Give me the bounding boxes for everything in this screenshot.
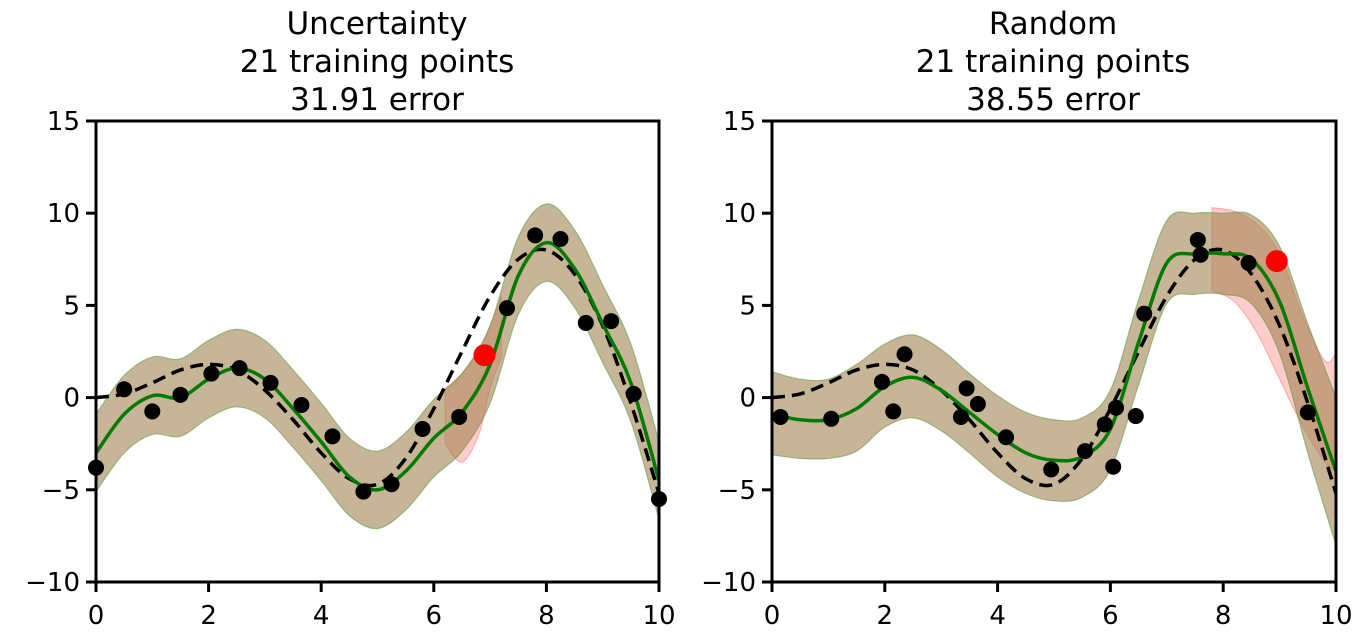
training-point bbox=[823, 410, 840, 427]
training-point bbox=[1192, 246, 1209, 263]
x-tick-label: 8 bbox=[1215, 601, 1232, 631]
panel-title-line-3: 38.55 error bbox=[966, 82, 1140, 118]
panel-title-line-2: 21 training points bbox=[240, 44, 514, 80]
training-point bbox=[552, 231, 569, 248]
axes-frame bbox=[94, 119, 661, 584]
x-tick-label: 4 bbox=[989, 601, 1006, 631]
x-tick-labels: 0 2 4 6 8 10 bbox=[88, 601, 676, 631]
training-point bbox=[498, 300, 515, 317]
training-point bbox=[1105, 458, 1122, 475]
x-tick-label: 6 bbox=[426, 601, 443, 631]
true-function-line bbox=[772, 247, 1336, 495]
training-point bbox=[603, 313, 620, 330]
x-tick-label: 2 bbox=[877, 601, 894, 631]
x-tick-label: 0 bbox=[88, 601, 105, 631]
training-point bbox=[952, 408, 969, 425]
y-tick-label: 0 bbox=[739, 384, 756, 414]
training-point bbox=[1299, 404, 1316, 421]
x-tick-label: 10 bbox=[1319, 601, 1352, 631]
y-tick-label: −10 bbox=[25, 568, 80, 598]
panel-title-line-1: Random bbox=[989, 6, 1117, 42]
green-uncertainty-band bbox=[96, 203, 659, 530]
true-function-line bbox=[96, 247, 659, 495]
training-point bbox=[1043, 461, 1060, 478]
training-point bbox=[772, 408, 789, 425]
x-tick-label: 4 bbox=[313, 601, 330, 631]
x-tick-labels: 0 2 4 6 8 10 bbox=[764, 601, 1353, 631]
y-tick-label: 15 bbox=[723, 107, 756, 137]
training-point bbox=[527, 227, 544, 244]
training-point bbox=[231, 360, 248, 377]
training-point bbox=[1189, 231, 1206, 248]
training-point bbox=[577, 314, 594, 331]
training-point bbox=[203, 365, 220, 382]
plot-clip bbox=[96, 203, 659, 530]
training-point bbox=[293, 396, 310, 413]
y-tick-label: 0 bbox=[63, 384, 80, 414]
training-point bbox=[451, 408, 468, 425]
training-point bbox=[324, 428, 341, 445]
plot-area bbox=[86, 119, 667, 592]
y-tick-label: 5 bbox=[63, 291, 80, 321]
panel-title-line-2: 21 training points bbox=[916, 44, 1190, 80]
y-tick-label: 10 bbox=[47, 199, 80, 229]
axes-frame bbox=[770, 119, 1338, 584]
training-point bbox=[414, 420, 431, 437]
training-point bbox=[116, 381, 133, 398]
new-query-point bbox=[473, 344, 496, 367]
x-tick-label: 6 bbox=[1102, 601, 1119, 631]
y-tick-labels: −10 −5 0 5 10 15 bbox=[25, 107, 80, 598]
training-point bbox=[383, 476, 400, 493]
training-point bbox=[1127, 408, 1144, 425]
y-tick-label: 15 bbox=[47, 107, 80, 137]
new-query-point bbox=[1265, 250, 1288, 273]
y-tick-label: −5 bbox=[718, 476, 756, 506]
red-band-overlap bbox=[96, 203, 659, 529]
training-point bbox=[1096, 416, 1113, 433]
random-panel: Random 21 training points 38.55 error 0 … bbox=[701, 6, 1352, 631]
y-tick-label: −5 bbox=[42, 476, 80, 506]
training-point bbox=[172, 386, 189, 403]
x-tick-label: 10 bbox=[642, 601, 675, 631]
x-tick-label: 2 bbox=[200, 601, 217, 631]
y-tick-labels: −10 −5 0 5 10 15 bbox=[701, 107, 756, 598]
training-point bbox=[262, 374, 279, 391]
y-tick-label: 5 bbox=[739, 291, 756, 321]
training-point bbox=[896, 346, 913, 363]
training-point bbox=[625, 385, 642, 402]
training-point bbox=[998, 429, 1015, 446]
panel-title-line-3: 31.91 error bbox=[290, 82, 464, 118]
training-point bbox=[969, 396, 986, 413]
plot-area bbox=[762, 119, 1338, 592]
y-tick-label: −10 bbox=[701, 568, 756, 598]
training-point bbox=[885, 403, 902, 420]
training-point bbox=[1108, 399, 1125, 416]
training-point bbox=[144, 403, 161, 420]
training-point bbox=[355, 483, 372, 500]
x-tick-label: 0 bbox=[764, 601, 781, 631]
training-point bbox=[1240, 254, 1257, 271]
training-point bbox=[1077, 443, 1094, 460]
panel-title-line-1: Uncertainty bbox=[286, 6, 467, 42]
uncertainty-panel: Uncertainty 21 training points 31.91 err… bbox=[25, 6, 675, 631]
training-point bbox=[1136, 305, 1153, 322]
training-point bbox=[958, 380, 975, 397]
x-tick-label: 8 bbox=[538, 601, 555, 631]
training-point bbox=[873, 373, 890, 390]
y-tick-label: 10 bbox=[723, 199, 756, 229]
